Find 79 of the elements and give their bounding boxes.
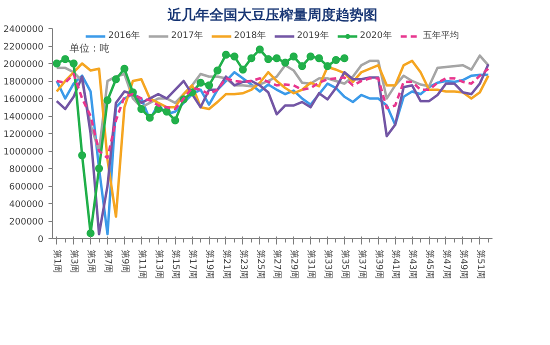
point (52, 60, 61, 68)
x-tick-label: 第45周 (424, 250, 436, 279)
y-tick-label: 200000 (9, 218, 44, 228)
x-tick-label: 第47周 (440, 250, 452, 279)
line-series (55, 68, 490, 160)
y-tick-label: 2000000 (3, 60, 44, 70)
x-tick-label: 第11周 (136, 250, 148, 279)
point (95, 164, 104, 172)
point (306, 52, 315, 60)
point (230, 52, 238, 60)
x-tick-label: 第5周 (86, 250, 97, 274)
y-tick-label: 1200000 (3, 130, 44, 140)
legend-label: 2016年 (108, 30, 140, 42)
point (214, 66, 222, 74)
point (281, 58, 290, 67)
point (61, 55, 70, 64)
annotation: 单位：吨 (69, 42, 110, 54)
point (205, 81, 214, 90)
y-tick-label: 1600000 (3, 95, 44, 105)
y-tick-label: 2200000 (3, 42, 44, 52)
point (146, 114, 154, 122)
point (324, 62, 332, 70)
x-tick-label: 第39周 (373, 250, 384, 279)
chart-title: 近几年全国大豆压榨量周度趋势图 (166, 6, 378, 24)
point (196, 78, 205, 87)
point (340, 54, 348, 62)
x-tick-label: 第27周 (272, 250, 283, 279)
x-tick-label: 第43周 (407, 250, 418, 279)
point (264, 55, 272, 64)
y-tick-label: 1000000 (3, 148, 44, 158)
point (238, 66, 247, 74)
point (272, 54, 281, 62)
x-tick-label: 第21周 (220, 250, 232, 279)
x-tick-label: 第37周 (356, 250, 368, 279)
y-tick-label: 1400000 (3, 112, 44, 122)
x-tick-label: 第15周 (170, 250, 182, 279)
x-tick-label: 第51周 (474, 250, 486, 279)
x-tick-label: 第7周 (102, 250, 114, 274)
x-tick-label: 第13周 (153, 250, 164, 279)
point (332, 56, 340, 64)
x-tick-label: 第9周 (119, 250, 130, 274)
legend-label: 2019年 (296, 30, 329, 42)
point (315, 54, 324, 62)
y-tick-label: 400000 (9, 200, 44, 210)
point (120, 64, 128, 73)
x-tick-label: 第33周 (322, 250, 334, 279)
point (112, 75, 120, 84)
x-tick-label: 第31周 (306, 250, 317, 279)
legend-label: 2018年 (234, 30, 266, 42)
point (247, 54, 256, 62)
y-tick-label: 1800000 (3, 78, 44, 88)
point (162, 108, 171, 116)
x-tick-label: 第19周 (204, 250, 216, 279)
y-tick-label: 2400000 (3, 25, 44, 35)
x-tick-label: 第49周 (458, 250, 469, 279)
x-tick-label: 第35周 (339, 250, 350, 279)
legend-label: 五年平均 (422, 30, 459, 42)
y-tick-label: 800000 (9, 165, 44, 175)
point (78, 151, 86, 160)
x-tick-label: 第25周 (254, 250, 266, 279)
x-tick-label: 第23周 (238, 250, 249, 279)
legend-label: 2020年 (360, 30, 392, 42)
legend-label: 2017年 (171, 30, 204, 42)
point (222, 50, 230, 59)
point (290, 52, 298, 60)
x-tick-label: 第1周 (52, 250, 63, 274)
x-tick-label: 第17周 (187, 250, 198, 279)
point (137, 105, 146, 113)
y-tick-label: 0 (38, 235, 44, 245)
x-tick-label: 第29周 (288, 250, 300, 279)
x-tick-label: 第3周 (68, 250, 80, 274)
x-tick-label: 第41周 (390, 250, 402, 279)
point (86, 229, 95, 238)
point (171, 116, 180, 124)
point (298, 62, 306, 70)
point (104, 96, 112, 104)
point (70, 60, 78, 68)
y-tick-label: 600000 (9, 182, 44, 192)
point (256, 46, 264, 54)
